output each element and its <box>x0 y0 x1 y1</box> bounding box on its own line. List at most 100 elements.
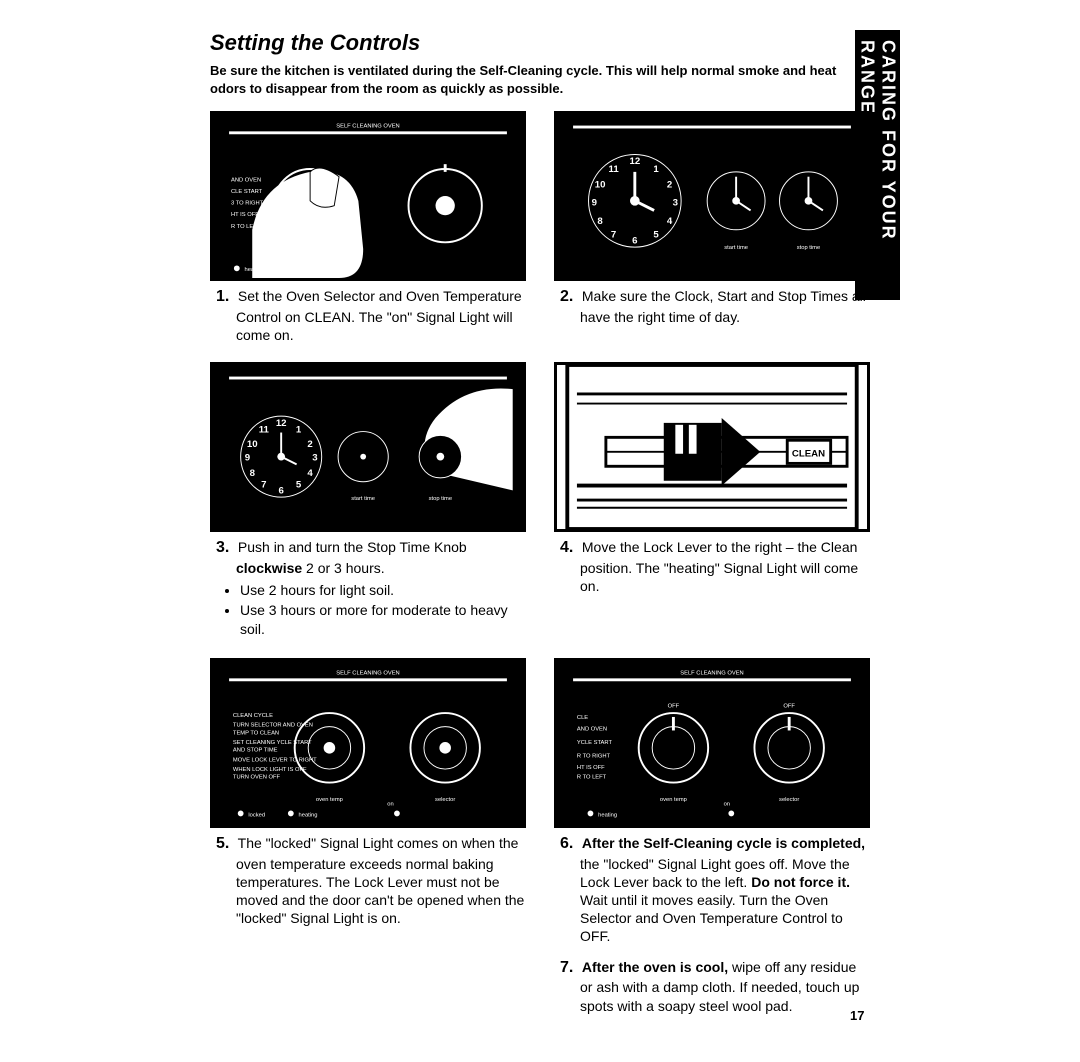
svg-text:4: 4 <box>307 468 313 479</box>
svg-text:4: 4 <box>667 216 673 227</box>
step-6-tail: Wait until it moves easily. Turn the Ove… <box>580 892 843 944</box>
manual-page: Setting the Controls Be sure the kitchen… <box>210 30 870 1015</box>
figure-6: SELF CLEANING OVEN OFF oven temp OFF sel… <box>554 658 870 828</box>
svg-text:7: 7 <box>611 230 616 241</box>
svg-text:CLEAN CYCLE: CLEAN CYCLE <box>233 713 273 719</box>
step-3-lead: Push in and turn the Stop Time Knob <box>238 539 467 555</box>
intro-text: Be sure the kitchen is ventilated during… <box>210 62 870 97</box>
svg-text:OFF: OFF <box>783 703 795 709</box>
svg-text:CLE START: CLE START <box>231 189 263 195</box>
step-1-num: 1. <box>216 287 234 308</box>
svg-text:1: 1 <box>653 164 659 175</box>
figure-4: CLEAN <box>554 362 870 532</box>
svg-text:6: 6 <box>278 486 283 497</box>
figure-5: SELF CLEANING OVEN oven temp selector lo… <box>210 658 526 828</box>
svg-text:oven temp: oven temp <box>316 797 343 803</box>
step-2-text: Make sure the Clock, Start and Stop Time… <box>580 288 866 325</box>
steps-grid: SELF CLEANING OVEN AND OVEN CLE START 3 … <box>210 111 870 1015</box>
fig1-title: SELF CLEANING OVEN <box>336 124 399 130</box>
svg-text:R TO RIGHT: R TO RIGHT <box>577 753 611 759</box>
svg-text:start time: start time <box>351 496 375 502</box>
svg-text:R TO LEFT: R TO LEFT <box>577 775 607 781</box>
step-3-bold: clockwise <box>236 560 302 576</box>
svg-text:on: on <box>387 802 393 808</box>
step-6-bold1: After the Self-Cleaning cycle is complet… <box>582 835 865 851</box>
svg-text:WHEN LOCK LIGHT IS OFF: WHEN LOCK LIGHT IS OFF <box>233 767 307 773</box>
step-5-num: 5. <box>216 834 234 855</box>
bullet-1: Use 2 hours for light soil. <box>240 581 526 599</box>
figure-1: SELF CLEANING OVEN AND OVEN CLE START 3 … <box>210 111 526 281</box>
step-2-num: 2. <box>560 287 578 308</box>
svg-text:AND OVEN: AND OVEN <box>577 726 607 732</box>
step-6-7: SELF CLEANING OVEN OFF oven temp OFF sel… <box>554 658 870 1015</box>
step-2: 12 1 2 3 4 5 6 7 8 9 10 11 <box>554 111 870 344</box>
svg-text:MOVE LOCK LEVER TO RIGHT: MOVE LOCK LEVER TO RIGHT <box>233 757 317 763</box>
svg-text:10: 10 <box>247 439 258 450</box>
svg-text:R TO LEFT: R TO LEFT <box>231 224 261 230</box>
svg-text:3: 3 <box>673 198 678 209</box>
svg-text:5: 5 <box>296 480 302 491</box>
step-3-tail: 2 or 3 hours. <box>302 560 385 576</box>
svg-text:CLEAN: CLEAN <box>792 449 825 460</box>
step-4: CLEAN 4. Move the Lock Lever to the righ… <box>554 362 870 640</box>
step-3-bullets: Use 2 hours for light soil. Use 3 hours … <box>240 581 526 638</box>
svg-text:10: 10 <box>595 179 606 190</box>
svg-text:HT IS OFF: HT IS OFF <box>231 212 259 218</box>
svg-text:TURN OVEN OFF: TURN OVEN OFF <box>233 775 281 781</box>
svg-text:heating: heating <box>245 267 264 273</box>
svg-text:8: 8 <box>597 216 603 227</box>
svg-text:8: 8 <box>250 468 256 479</box>
bullet-2: Use 3 hours or more for moderate to heav… <box>240 601 526 637</box>
svg-text:AND OVEN: AND OVEN <box>231 178 261 184</box>
svg-text:12: 12 <box>629 156 640 167</box>
svg-text:2: 2 <box>667 179 672 190</box>
svg-text:9: 9 <box>592 198 597 209</box>
svg-text:OFF: OFF <box>668 703 680 709</box>
svg-text:9: 9 <box>245 453 250 464</box>
svg-text:start time: start time <box>724 245 748 251</box>
svg-text:7: 7 <box>261 480 266 491</box>
step-5: SELF CLEANING OVEN oven temp selector lo… <box>210 658 526 1015</box>
svg-text:YCLE START: YCLE START <box>577 740 613 746</box>
svg-text:12: 12 <box>276 418 287 429</box>
step-6-bold2: Do not force it. <box>751 874 850 890</box>
step-7-bold: After the oven is cool, <box>582 959 728 975</box>
svg-text:3 TO RIGHT: 3 TO RIGHT <box>231 201 264 207</box>
svg-text:5: 5 <box>653 230 659 241</box>
svg-text:2: 2 <box>307 439 312 450</box>
svg-text:TURN SELECTOR AND OVEN: TURN SELECTOR AND OVEN <box>233 722 313 728</box>
svg-text:SELF CLEANING OVEN: SELF CLEANING OVEN <box>680 670 743 676</box>
svg-text:stop time: stop time <box>429 496 452 502</box>
svg-text:3: 3 <box>312 453 317 464</box>
step-5-text: The "locked" Signal Light comes on when … <box>236 835 524 926</box>
svg-text:oven temp: oven temp <box>660 797 687 803</box>
step-4-num: 4. <box>560 538 578 559</box>
step-3: 12 1 2 3 4 5 6 7 8 9 10 11 <box>210 362 526 640</box>
step-7-num: 7. <box>560 958 578 979</box>
step-6-num: 6. <box>560 834 578 855</box>
svg-text:TEMP TO CLEAN: TEMP TO CLEAN <box>233 730 279 736</box>
figure-2: 12 1 2 3 4 5 6 7 8 9 10 11 <box>554 111 870 281</box>
svg-text:SET CLEANING YCLE START: SET CLEANING YCLE START <box>233 740 312 746</box>
svg-text:1: 1 <box>296 425 302 436</box>
step-3-num: 3. <box>216 538 234 559</box>
svg-text:selector: selector <box>435 797 455 803</box>
svg-text:AND STOP TIME: AND STOP TIME <box>233 747 278 753</box>
svg-text:selector: selector <box>779 797 799 803</box>
step-4-text: Move the Lock Lever to the right – the C… <box>580 539 858 594</box>
svg-text:locked: locked <box>248 812 265 818</box>
step-1-text: Set the Oven Selector and Oven Temperatu… <box>236 288 522 343</box>
svg-text:heating: heating <box>598 812 617 818</box>
svg-text:11: 11 <box>259 425 270 436</box>
step-1: SELF CLEANING OVEN AND OVEN CLE START 3 … <box>210 111 526 344</box>
svg-text:on: on <box>724 802 730 808</box>
svg-text:6: 6 <box>632 235 637 246</box>
page-heading: Setting the Controls <box>210 30 870 56</box>
figure-3: 12 1 2 3 4 5 6 7 8 9 10 11 <box>210 362 526 532</box>
svg-text:HT IS OFF: HT IS OFF <box>577 765 605 771</box>
svg-text:11: 11 <box>609 164 620 175</box>
svg-text:CLE: CLE <box>577 715 588 721</box>
svg-text:heating: heating <box>299 812 318 818</box>
svg-text:SELF CLEANING OVEN: SELF CLEANING OVEN <box>336 670 399 676</box>
svg-text:stop time: stop time <box>797 245 820 251</box>
